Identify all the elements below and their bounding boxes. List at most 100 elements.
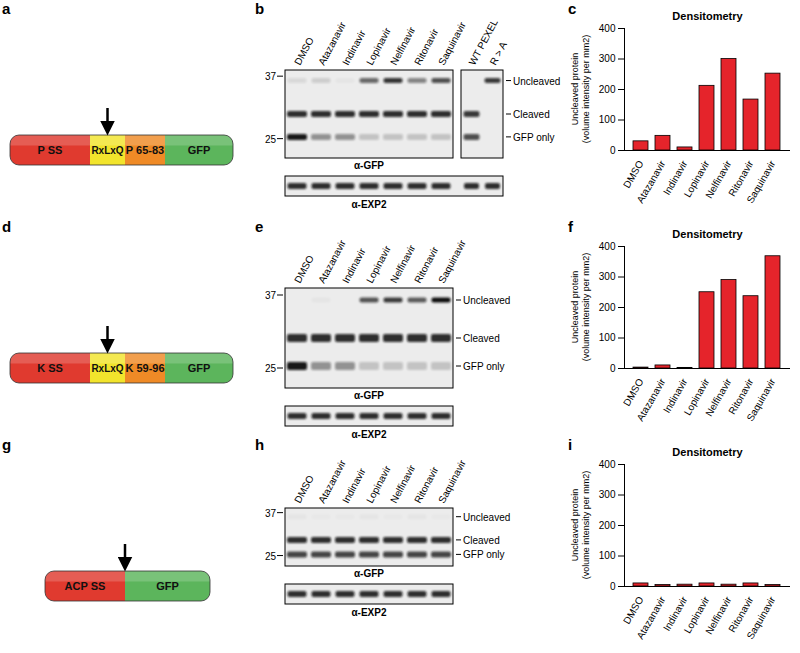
- svg-text:Densitometry: Densitometry: [672, 10, 743, 22]
- svg-text:Cleaved: Cleaved: [463, 333, 500, 344]
- svg-text:Indinavir: Indinavir: [661, 376, 690, 415]
- svg-text:Lopinavir: Lopinavir: [681, 594, 712, 636]
- svg-text:37: 37: [265, 290, 277, 301]
- svg-text:Indinavir: Indinavir: [340, 28, 368, 67]
- svg-text:Nelfinavir: Nelfinavir: [703, 376, 734, 419]
- svg-text:Atazanavir: Atazanavir: [316, 238, 348, 285]
- svg-text:37: 37: [265, 71, 277, 82]
- svg-text:GFP: GFP: [156, 580, 179, 592]
- svg-text:25: 25: [265, 551, 277, 562]
- svg-text:Nelfinavir: Nelfinavir: [703, 158, 734, 201]
- svg-text:0: 0: [610, 363, 616, 374]
- svg-text:GFP only: GFP only: [513, 132, 555, 143]
- svg-text:RxLxQ: RxLxQ: [91, 145, 123, 156]
- svg-text:GFP: GFP: [188, 362, 211, 374]
- svg-text:Nelfinavir: Nelfinavir: [388, 463, 418, 505]
- svg-text:300: 300: [599, 489, 616, 500]
- svg-text:α-EXP2: α-EXP2: [351, 199, 386, 210]
- svg-text:Ritonavir: Ritonavir: [726, 158, 756, 199]
- svg-text:25: 25: [265, 134, 277, 145]
- svg-text:Indinavir: Indinavir: [661, 158, 690, 197]
- svg-text:Atazanavir: Atazanavir: [316, 458, 348, 505]
- svg-text:Saquinavir: Saquinavir: [436, 237, 468, 284]
- svg-text:Atazanavir: Atazanavir: [316, 20, 348, 67]
- svg-text:RxLxQ: RxLxQ: [91, 363, 123, 374]
- svg-text:f: f: [568, 218, 574, 235]
- svg-text:α-EXP2: α-EXP2: [351, 607, 386, 618]
- svg-text:i: i: [568, 436, 572, 453]
- svg-text:Uncleaved: Uncleaved: [463, 295, 510, 306]
- svg-text:d: d: [2, 218, 11, 235]
- svg-text:Cleaved: Cleaved: [463, 535, 500, 546]
- svg-text:Lopinavir: Lopinavir: [681, 158, 712, 200]
- svg-text:0: 0: [610, 145, 616, 156]
- svg-text:Ritonavir: Ritonavir: [412, 244, 441, 285]
- svg-text:Uncleaved protein(volume inten: Uncleaved protein(volume intensity per m…: [570, 253, 591, 362]
- svg-text:Atazanavir: Atazanavir: [634, 158, 667, 205]
- svg-text:Uncleaved protein(volume inten: Uncleaved protein(volume intensity per m…: [570, 35, 591, 144]
- svg-text:0: 0: [610, 581, 616, 592]
- svg-text:400: 400: [599, 23, 616, 34]
- svg-text:Nelfinavir: Nelfinavir: [388, 243, 418, 285]
- svg-text:Saquinavir: Saquinavir: [744, 376, 777, 423]
- svg-text:R > A: R > A: [488, 40, 509, 67]
- svg-text:Nelfinavir: Nelfinavir: [703, 594, 734, 637]
- svg-text:DMSO: DMSO: [292, 35, 316, 67]
- svg-text:300: 300: [599, 53, 616, 64]
- svg-text:Nelfinavir: Nelfinavir: [388, 25, 418, 67]
- svg-text:a: a: [2, 0, 11, 17]
- svg-text:400: 400: [599, 241, 616, 252]
- svg-text:100: 100: [599, 332, 616, 343]
- svg-text:GFP only: GFP only: [463, 549, 505, 560]
- svg-text:Lopinavir: Lopinavir: [364, 463, 393, 505]
- svg-text:Ritonavir: Ritonavir: [412, 464, 441, 505]
- svg-text:Lopinavir: Lopinavir: [364, 25, 393, 67]
- svg-text:c: c: [568, 0, 576, 17]
- svg-text:Atazanavir: Atazanavir: [634, 376, 667, 423]
- svg-text:α-GFP: α-GFP: [354, 568, 384, 579]
- svg-text:Ritonavir: Ritonavir: [726, 376, 756, 417]
- svg-text:Saquinavir: Saquinavir: [436, 19, 468, 66]
- svg-text:Uncleaved: Uncleaved: [513, 76, 560, 87]
- svg-text:e: e: [255, 218, 263, 235]
- svg-text:25: 25: [265, 363, 277, 374]
- svg-text:Saquinavir: Saquinavir: [436, 457, 468, 504]
- svg-text:Indinavir: Indinavir: [661, 594, 690, 633]
- svg-text:Ritonavir: Ritonavir: [412, 26, 441, 67]
- svg-text:Lopinavir: Lopinavir: [681, 376, 712, 418]
- svg-text:DMSO: DMSO: [292, 473, 316, 505]
- svg-text:GFP only: GFP only: [463, 361, 505, 372]
- svg-text:α-GFP: α-GFP: [354, 390, 384, 401]
- svg-text:h: h: [255, 436, 264, 453]
- svg-text:P 65-83: P 65-83: [126, 144, 164, 156]
- svg-text:α-EXP2: α-EXP2: [351, 429, 386, 440]
- svg-text:WT PEXEL: WT PEXEL: [466, 17, 500, 67]
- svg-text:DMSO: DMSO: [292, 253, 316, 285]
- svg-text:Densitometry: Densitometry: [672, 446, 743, 458]
- svg-text:400: 400: [599, 459, 616, 470]
- svg-text:K 59-96: K 59-96: [125, 362, 164, 374]
- svg-text:100: 100: [599, 550, 616, 561]
- svg-text:Lopinavir: Lopinavir: [364, 243, 393, 285]
- svg-text:Uncleaved: Uncleaved: [463, 512, 510, 523]
- svg-text:Saquinavir: Saquinavir: [744, 594, 777, 641]
- svg-text:200: 200: [599, 302, 616, 313]
- svg-text:200: 200: [599, 520, 616, 531]
- svg-text:g: g: [2, 436, 11, 453]
- svg-text:α-GFP: α-GFP: [354, 160, 384, 171]
- svg-text:37: 37: [265, 508, 277, 519]
- svg-text:ACP SS: ACP SS: [65, 580, 106, 592]
- svg-text:300: 300: [599, 271, 616, 282]
- svg-text:b: b: [255, 0, 264, 17]
- svg-text:Densitometry: Densitometry: [672, 228, 743, 240]
- svg-text:200: 200: [599, 84, 616, 95]
- svg-text:P SS: P SS: [38, 144, 63, 156]
- svg-text:K SS: K SS: [37, 362, 63, 374]
- svg-text:Ritonavir: Ritonavir: [726, 594, 756, 635]
- svg-text:Cleaved: Cleaved: [513, 109, 550, 120]
- svg-text:Uncleaved protein(volume inten: Uncleaved protein(volume intensity per m…: [570, 471, 591, 580]
- svg-text:Saquinavir: Saquinavir: [744, 158, 777, 205]
- svg-text:100: 100: [599, 114, 616, 125]
- svg-text:GFP: GFP: [188, 144, 211, 156]
- svg-text:Atazanavir: Atazanavir: [634, 594, 667, 641]
